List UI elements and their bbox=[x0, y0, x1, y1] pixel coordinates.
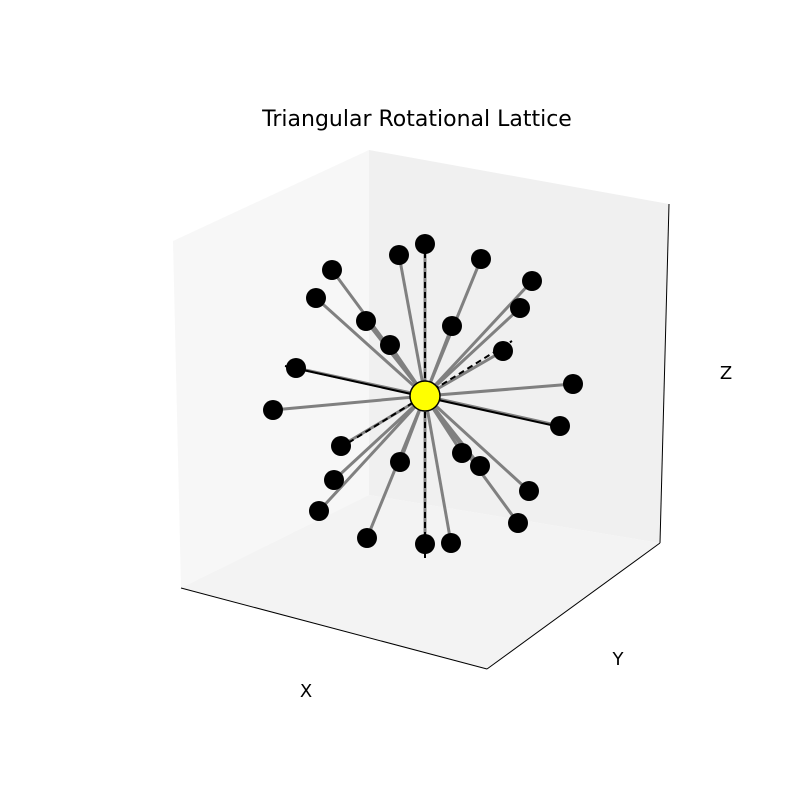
lattice-node bbox=[471, 249, 491, 269]
lattice-node bbox=[519, 481, 539, 501]
bond-line bbox=[314, 296, 427, 398]
lattice-node bbox=[510, 298, 530, 318]
lattice-node bbox=[415, 534, 435, 554]
lattice-node bbox=[286, 358, 306, 378]
axis-panes bbox=[173, 150, 669, 669]
x-axis-line bbox=[180, 587, 488, 670]
lattice-node bbox=[357, 528, 377, 548]
bond-line bbox=[423, 395, 520, 524]
lattice-node bbox=[356, 311, 376, 331]
lattice-node bbox=[415, 234, 435, 254]
bond-line bbox=[423, 395, 453, 544]
lattice-node bbox=[324, 470, 344, 490]
axis-frame bbox=[180, 203, 670, 670]
chart-title: Triangular Rotational Lattice bbox=[261, 107, 572, 132]
lattice-node bbox=[563, 374, 583, 394]
lattice-node bbox=[263, 400, 283, 420]
lattice-node bbox=[389, 245, 409, 265]
nodes-layer bbox=[263, 234, 583, 554]
lattice-node bbox=[322, 260, 342, 280]
lattice-node bbox=[522, 271, 542, 291]
bond-line bbox=[332, 394, 427, 482]
floor-pane bbox=[181, 495, 660, 669]
center-layer bbox=[409, 380, 441, 412]
z-axis-line bbox=[659, 203, 670, 544]
y-axis-line bbox=[486, 542, 661, 670]
lattice-node bbox=[331, 436, 351, 456]
lattice-node bbox=[508, 513, 528, 533]
lattice-node bbox=[441, 533, 461, 553]
bond-line bbox=[423, 394, 531, 493]
bond-line bbox=[397, 254, 427, 397]
lattice-node bbox=[493, 341, 513, 361]
z-axis-label: Z bbox=[720, 363, 732, 384]
x-axis-label: X bbox=[300, 681, 312, 702]
lattice-node bbox=[470, 456, 490, 476]
lattice-node bbox=[550, 416, 570, 436]
lattice-node bbox=[442, 316, 462, 336]
left-pane bbox=[173, 150, 369, 588]
bond-line bbox=[317, 394, 427, 513]
lattice-node bbox=[390, 452, 410, 472]
back-pane bbox=[369, 150, 669, 543]
lattice-node bbox=[380, 335, 400, 355]
bond-line bbox=[423, 306, 522, 398]
bond-line bbox=[424, 382, 574, 398]
center-node bbox=[409, 380, 441, 412]
y-axis-label: Y bbox=[612, 649, 625, 670]
bond-line bbox=[272, 394, 426, 412]
lattice-node bbox=[306, 288, 326, 308]
lattice-node bbox=[452, 443, 472, 463]
lattice-node bbox=[309, 501, 329, 521]
